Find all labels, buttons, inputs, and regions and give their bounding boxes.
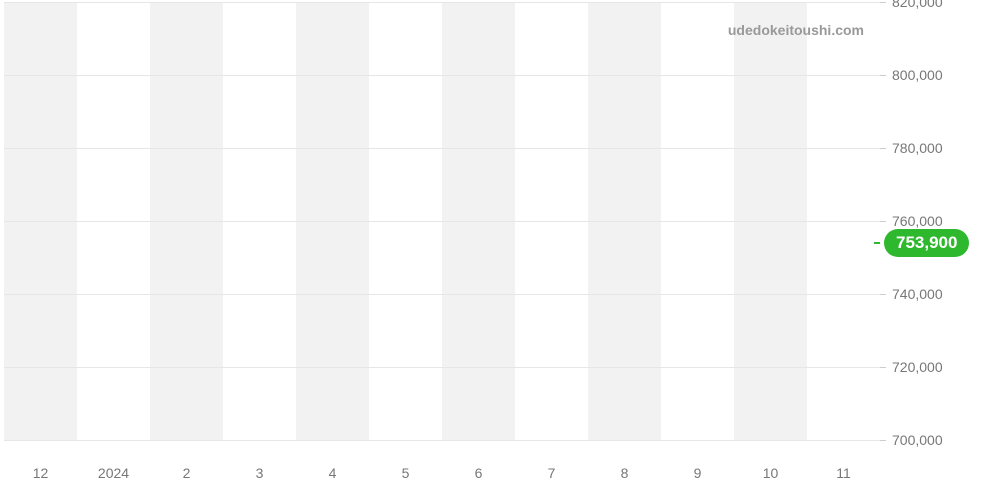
h-gridline (4, 440, 880, 441)
h-gridline (4, 2, 880, 3)
x-axis-label: 2 (183, 465, 191, 481)
y-tick (880, 440, 886, 441)
x-axis-label: 3 (256, 465, 264, 481)
x-axis-label: 4 (329, 465, 337, 481)
current-price-badge: 753,900 (884, 229, 969, 257)
x-axis-label: 9 (694, 465, 702, 481)
price-chart: 700,000 720,000 740,000 760,000 780,000 800,0… (0, 0, 1000, 500)
x-axis-label: 7 (548, 465, 556, 481)
y-axis-label: 740,000 (892, 286, 943, 302)
y-axis-label: 820,000 (892, 0, 943, 10)
y-axis-label: 700,000 (892, 432, 943, 448)
y-axis-label: 800,000 (892, 67, 943, 83)
watermark: udedokeitoushi.com (728, 22, 864, 38)
y-tick (880, 294, 886, 295)
x-axis-label: 12 (33, 465, 49, 481)
x-axis-label: 10 (763, 465, 779, 481)
h-gridline (4, 148, 880, 149)
h-gridline (4, 294, 880, 295)
current-price-marker (874, 242, 880, 244)
x-axis-label: 11 (836, 465, 851, 481)
y-tick (880, 221, 886, 222)
x-axis-label: 2024 (98, 465, 129, 481)
y-axis-label: 760,000 (892, 213, 943, 229)
plot-area (4, 2, 880, 440)
y-tick (880, 2, 886, 3)
h-gridline (4, 75, 880, 76)
y-axis-label: 720,000 (892, 359, 943, 375)
h-gridline (4, 221, 880, 222)
x-axis-label: 8 (621, 465, 629, 481)
x-axis-label: 6 (475, 465, 483, 481)
y-tick (880, 75, 886, 76)
y-axis-label: 780,000 (892, 140, 943, 156)
h-gridline (4, 367, 880, 368)
y-tick (880, 148, 886, 149)
x-axis-label: 5 (402, 465, 410, 481)
y-tick (880, 367, 886, 368)
